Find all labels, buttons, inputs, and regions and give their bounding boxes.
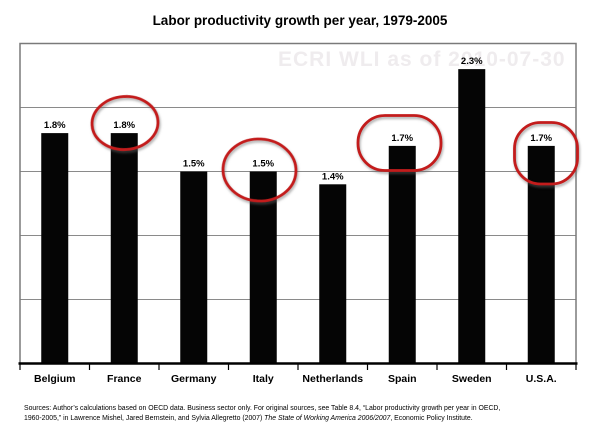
category-label: U.S.A. — [526, 373, 557, 385]
source-line-2-tail: , Economic Policy Institute. — [390, 414, 473, 422]
source-line-2: 1960-2005,” in Lawrence Mishel, Jared Be… — [24, 414, 590, 424]
category-label: Sweden — [452, 373, 492, 385]
red-circle-annotation — [513, 121, 579, 186]
category-label: Netherlands — [302, 373, 363, 385]
chart-title: Labor productivity growth per year, 1979… — [152, 13, 448, 28]
bar-chart: 1.8% Belgium 1.8% France 1.5% Germany 1.5% Ital… — [18, 42, 579, 385]
value-label: 1.8% — [44, 120, 66, 131]
bar-netherlands — [319, 184, 347, 364]
red-circle-annotation — [356, 114, 443, 172]
category-label: Spain — [388, 373, 417, 385]
bar-belgium — [41, 133, 69, 364]
plot-frame — [19, 42, 577, 365]
value-label: 2.3% — [461, 56, 483, 67]
source-line-2-text: 1960-2005,” in Lawrence Mishel, Jared Be… — [24, 414, 265, 422]
bar-spain — [388, 145, 416, 364]
source-book-title: The State of Working America 2006/2007 — [264, 414, 391, 422]
category-label: Germany — [171, 373, 217, 385]
watermark-ghost-text: ECRI WLI as of 2010-07-30 — [278, 48, 566, 71]
category-label: Italy — [253, 373, 274, 385]
value-label: 1.7% — [530, 133, 552, 144]
value-label: 1.8% — [113, 120, 135, 131]
source-note: Sources: Author’s calculations based on … — [24, 404, 590, 423]
value-label: 1.5% — [183, 159, 205, 170]
category-label: Belgium — [34, 373, 75, 385]
value-label: 1.7% — [391, 133, 413, 144]
bar-italy — [249, 171, 277, 364]
value-label: 1.4% — [322, 171, 344, 182]
bar-usa — [527, 145, 555, 364]
bar-germany — [180, 171, 208, 364]
source-line-1: Sources: Author’s calculations based on … — [24, 405, 501, 412]
bar-sweden — [458, 69, 486, 364]
category-label: France — [107, 373, 142, 385]
red-circle-annotation — [90, 95, 160, 151]
red-circle-annotation — [221, 137, 298, 203]
value-label: 1.5% — [252, 159, 274, 170]
bar-france — [110, 133, 138, 364]
